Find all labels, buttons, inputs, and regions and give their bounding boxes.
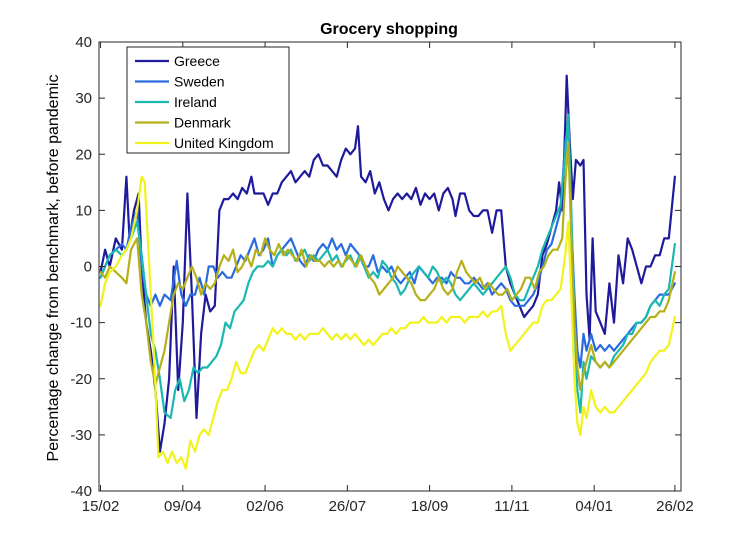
x-tick-label: 11/11	[494, 498, 529, 515]
y-tick-label: -10	[70, 315, 92, 332]
x-tick-label: 26/07	[329, 498, 367, 515]
x-tick-label: 26/02	[656, 498, 694, 515]
legend: Greece Sweden Ireland Denmark United Kingdom	[126, 46, 290, 154]
x-tick-label: 09/04	[164, 498, 202, 515]
legend-label-sweden: Sweden	[174, 74, 225, 90]
series-line-ireland	[99, 113, 676, 420]
x-tick-label: 02/06	[246, 498, 284, 515]
y-tick-label: -30	[70, 427, 92, 444]
y-axis: -40 -30 -20 -10 0 10 20 30 40	[70, 34, 681, 500]
x-axis: 15/02 09/04 02/06 26/07 18/09 11/11 04/01 26/02	[82, 42, 694, 515]
y-tick-label: 30	[75, 90, 92, 107]
chart-title: Grocery shopping	[320, 21, 458, 38]
x-tick-label: 04/01	[575, 498, 613, 515]
y-axis-label: Percentage change from benchmark, before…	[45, 75, 62, 462]
y-tick-label: 40	[75, 34, 92, 51]
legend-box	[126, 46, 290, 154]
y-tick-label: 20	[75, 146, 92, 163]
legend-label-greece: Greece	[174, 53, 220, 69]
y-tick-label: 10	[75, 202, 92, 219]
y-tick-label: -40	[70, 483, 92, 500]
x-tick-label: 15/02	[82, 498, 120, 515]
legend-label-denmark: Denmark	[174, 115, 232, 131]
legend-label-ireland: Ireland	[174, 94, 217, 110]
legend-label-united-kingdom: United Kingdom	[174, 135, 274, 151]
series-line-denmark	[99, 141, 676, 392]
x-tick-label: 18/09	[411, 498, 449, 515]
series-line-united-kingdom	[99, 175, 676, 470]
y-tick-label: -20	[70, 371, 92, 388]
series-line-greece	[99, 74, 676, 453]
y-tick-label: 0	[84, 259, 92, 276]
series-line-sweden	[99, 125, 676, 369]
series-layer	[99, 74, 676, 470]
